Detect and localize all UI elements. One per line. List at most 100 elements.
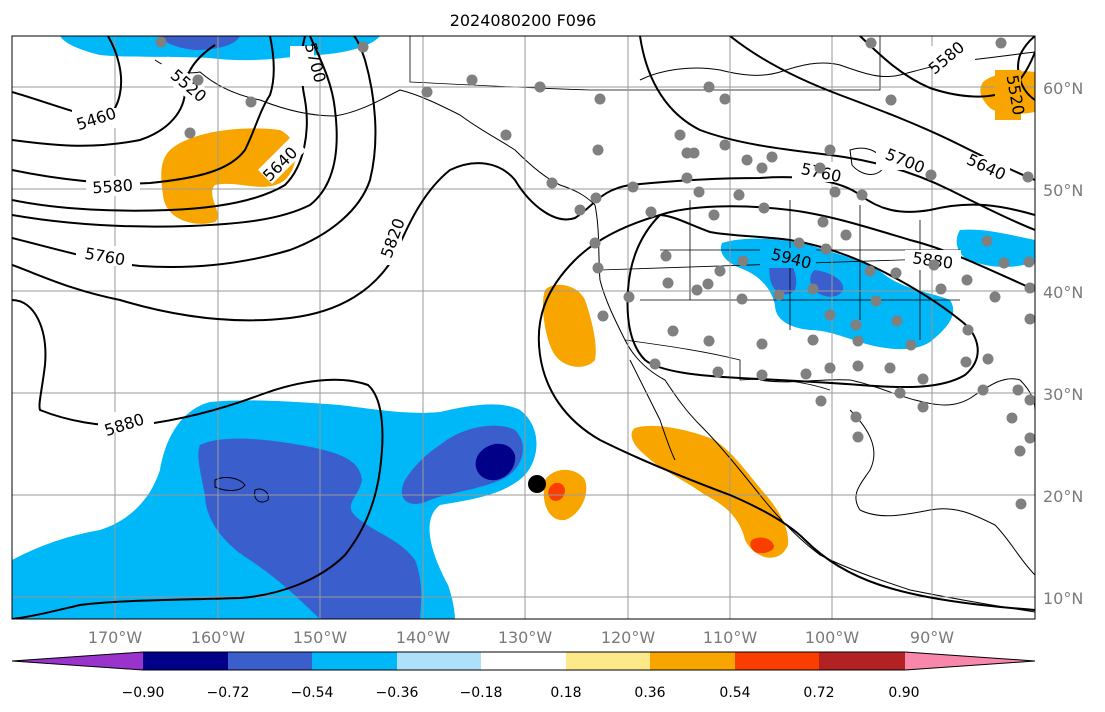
station-dot [357, 41, 369, 53]
lon-label-110w: 110°W [703, 628, 758, 647]
station-dot [736, 293, 748, 305]
station-dot [829, 186, 841, 198]
station-dot [820, 243, 832, 255]
station-dot [1024, 313, 1035, 325]
colorbar-extend-min [12, 652, 143, 670]
station-dot [645, 206, 657, 218]
station-dot [703, 81, 715, 93]
contour-5940 [626, 213, 979, 389]
station-dot [891, 315, 903, 327]
station-dot [597, 310, 609, 322]
station-dot [719, 139, 731, 151]
station-dot [192, 74, 204, 86]
colorbar-segment [819, 652, 905, 670]
station-dot [594, 93, 606, 105]
station-dot [864, 265, 876, 277]
station-dot [815, 395, 827, 407]
station-dot [865, 37, 877, 49]
station-dot [649, 358, 661, 370]
contour-5580-east [859, 36, 1035, 98]
lon-label-100w: 100°W [805, 628, 860, 647]
station-dot [1012, 384, 1024, 396]
colorbar-segments [12, 652, 1035, 670]
colorbar-segment [650, 652, 735, 670]
contour-5520-east [1017, 36, 1035, 101]
cbar-tick-6: 0.18 [550, 685, 581, 701]
station-dot [856, 189, 868, 201]
station-dot [627, 181, 639, 193]
station-dot [824, 144, 836, 156]
contour-5880-east [537, 205, 1035, 611]
station-dot [817, 216, 829, 228]
cbar-tick-8: 0.54 [719, 685, 750, 701]
station-dot [741, 154, 753, 166]
station-dot [546, 177, 558, 189]
station-dot [905, 339, 917, 351]
station-dot [870, 295, 882, 307]
station-dot [667, 325, 679, 337]
station-dot [674, 129, 686, 141]
station-dot [756, 369, 768, 381]
station-dot [1024, 432, 1035, 444]
lon-label-90w: 90°W [910, 628, 954, 647]
station-dot [719, 93, 731, 105]
negative-anomaly-region-southwest [12, 553, 121, 619]
station-dot [850, 411, 862, 423]
station-dot [702, 278, 714, 290]
negative-anomaly-region-pacific-core [198, 438, 422, 619]
cbar-tick-7: 0.36 [634, 685, 665, 701]
colorbar-segment [312, 652, 397, 670]
cbar-tick-9: 0.72 [803, 685, 834, 701]
station-dot [592, 144, 604, 156]
station-dot [703, 335, 715, 347]
lon-label-130w: 130°W [498, 628, 553, 647]
station-dot [998, 257, 1010, 269]
colorbar-outline [11, 651, 1036, 671]
positive-anomaly-core-mexico [750, 537, 774, 554]
colorbar-segment [735, 652, 819, 670]
gridlines [12, 36, 1035, 619]
station-dot [793, 237, 805, 249]
lat-label-50n: 50°N [1043, 181, 1083, 200]
contour-5700 [12, 36, 338, 228]
station-dot [1006, 412, 1018, 424]
lat-label-20n: 20°N [1043, 487, 1083, 506]
colorbar-segment [566, 652, 650, 670]
map-frame [11, 35, 1036, 620]
negative-anomaly-region-east [956, 229, 1035, 267]
station-dot [840, 229, 852, 241]
station-dot [852, 431, 864, 443]
station-dot [758, 202, 770, 214]
colorbar-tick-labels: −0.90 −0.72 −0.54 −0.36 −0.18 0.18 0.36 … [122, 685, 920, 701]
station-dot [884, 362, 896, 374]
cbar-tick-10: 0.90 [888, 685, 919, 701]
lat-label-40n: 40°N [1043, 283, 1083, 302]
station-dot [733, 189, 745, 201]
contour-5460 [12, 36, 123, 122]
station-dot [773, 289, 785, 301]
colorbar-segment [143, 652, 228, 670]
station-dot [982, 353, 994, 365]
station-dot [962, 324, 974, 336]
lat-label-10n: 10°N [1043, 589, 1083, 608]
station-dot [1015, 498, 1027, 510]
station-dot [184, 127, 196, 139]
station-dot [688, 147, 700, 159]
station-dot [961, 274, 973, 286]
lon-label-170w: 170°W [88, 628, 143, 647]
station-dot [824, 309, 836, 321]
anomaly-shading [12, 36, 1035, 619]
station-dot [807, 283, 819, 295]
station-dot [824, 362, 836, 374]
station-dot [691, 284, 703, 296]
station-dot [534, 81, 546, 93]
station-dot [466, 74, 478, 86]
station-dot [989, 291, 1001, 303]
contour-label-5580: 5580 [92, 176, 134, 198]
station-markers [155, 36, 1035, 510]
colorbar-segment [481, 652, 566, 670]
station-dot [766, 151, 778, 163]
colorbar-extend-max [905, 652, 1035, 670]
positive-anomaly-region-north-pacific [161, 128, 296, 224]
location-marker [528, 475, 546, 493]
